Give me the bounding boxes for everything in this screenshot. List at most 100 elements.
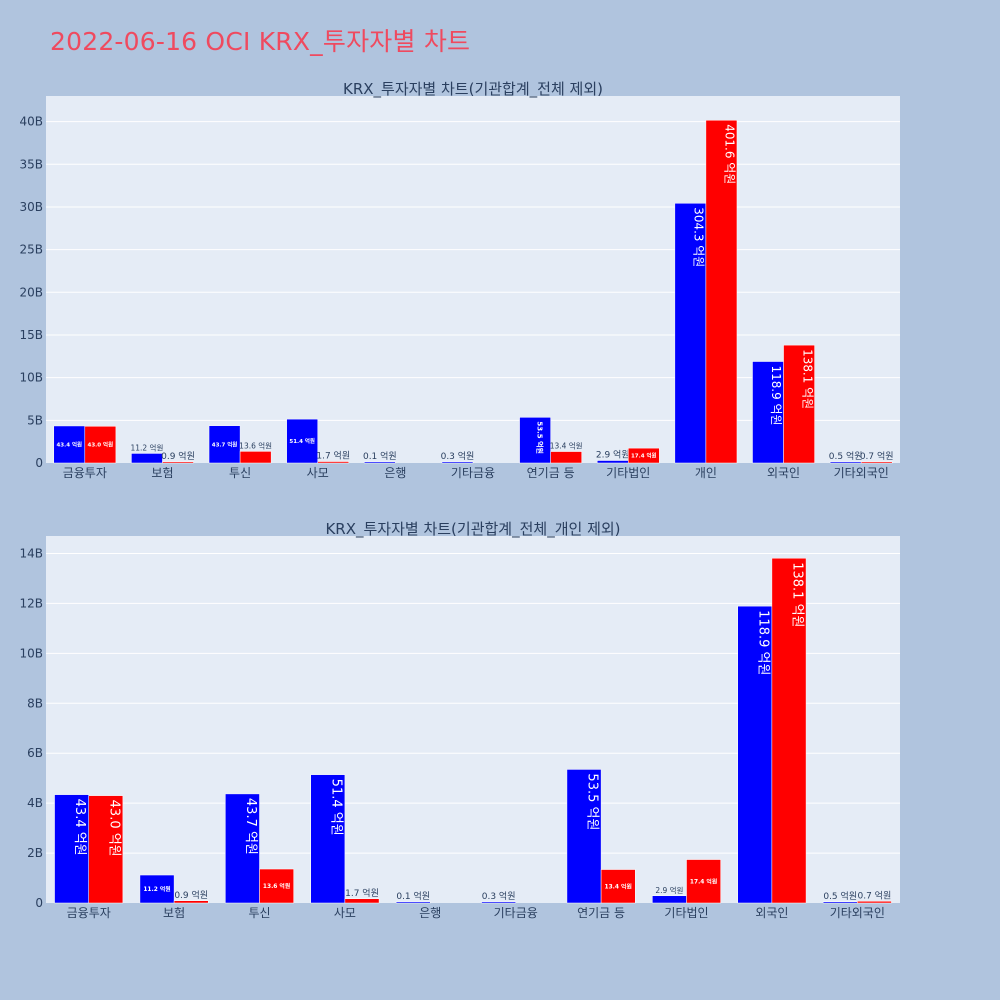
y-tick-label: 15B [19, 328, 43, 342]
y-tick-label: 30B [19, 200, 43, 214]
bar-blue [829, 461, 862, 464]
bar-blue [822, 901, 858, 904]
x-tick-label: 금융투자 [67, 906, 111, 920]
bar-blue [519, 417, 551, 464]
x-tick-label: 기타법인 [664, 906, 708, 920]
bar-red [705, 119, 738, 464]
bar-blue [441, 461, 474, 464]
data-label: 1.7 억원 [316, 450, 350, 462]
data-label: 51.4 억원 [328, 779, 343, 836]
y-tick-label: 20B [19, 285, 43, 299]
y-tick-label: 0 [35, 896, 43, 910]
data-label: 2.9 억원 [596, 449, 630, 461]
bar-red [173, 900, 209, 904]
y-tick-label: 25B [19, 243, 43, 257]
chart-2: 0 2B 4B 6B 8B 10B 12B 14B KRX_투자자별 차트(기관합계_전체_개인… [19, 520, 900, 920]
x-tick-label: 은행 [419, 905, 441, 920]
data-label: 0.9 억원 [161, 450, 195, 462]
y-tick-label: 0 [35, 456, 43, 470]
data-label: 0.1 억원 [396, 890, 430, 902]
data-label: 13.6 억원 [263, 882, 290, 890]
bar-blue [286, 418, 318, 464]
bar-red [857, 901, 892, 904]
bar-red [239, 451, 272, 464]
x-tick-label: 보험 [163, 906, 185, 920]
data-label: 0.1 억원 [363, 450, 397, 462]
data-label: 53.5 억원 [536, 421, 545, 454]
x-tick-label: 개인 [695, 466, 717, 480]
y-tick-label: 10B [19, 646, 43, 660]
data-label: 0.3 억원 [441, 450, 475, 462]
y-tick-label: 35B [19, 157, 43, 171]
data-label: 11.2 억원 [143, 885, 170, 893]
data-label: 0.5 억원 [829, 450, 863, 462]
x-tick-label: 기타법인 [606, 466, 650, 480]
data-label: 13.6 억원 [239, 441, 272, 450]
y-tick-label: 8B [27, 696, 43, 710]
bar-red [344, 898, 380, 904]
y-tick-label: 40B [19, 115, 43, 129]
bar-red [600, 869, 636, 904]
y-tick-label: 2B [27, 846, 43, 860]
bar-blue [364, 461, 396, 464]
bar-red [550, 451, 582, 464]
x-tick-label: 투신 [229, 466, 251, 480]
chart-subtitle: KRX_투자자별 차트(기관합계_전체_개인 제외) [325, 520, 620, 539]
y-tick-label: 14B [19, 546, 43, 560]
bar-blue [566, 769, 602, 904]
data-label: 1.7 억원 [345, 887, 379, 899]
y-tick-label: 4B [27, 796, 43, 810]
data-label: 118.9 억원 [769, 366, 783, 426]
data-label: 43.0 억원 [88, 441, 114, 449]
bar-red [628, 447, 660, 464]
data-label: 13.4 억원 [605, 882, 632, 890]
bar-blue [481, 901, 516, 904]
data-label: 304.3 억원 [692, 207, 706, 267]
y-tick-label: 6B [27, 746, 43, 760]
x-tick-label: 기타금융 [494, 906, 538, 920]
data-label: 0.3 억원 [482, 890, 516, 902]
bar-blue [652, 895, 687, 904]
bar-red [860, 461, 893, 464]
data-label: 43.7 억원 [243, 798, 258, 855]
bar-red [84, 426, 117, 464]
bar-red [771, 557, 807, 904]
page-title: 2022-06-16 OCI KRX_투자자별 차트 [50, 27, 471, 56]
x-tick-label: 연기금 등 [527, 466, 575, 480]
bar-red [783, 344, 815, 464]
data-label: 11.2 억원 [130, 443, 163, 452]
y-tick-label: 10B [19, 371, 43, 385]
data-label: 43.7 억원 [212, 440, 238, 448]
bar-red [162, 461, 194, 464]
x-tick-label: 연기금 등 [577, 906, 625, 920]
bar-blue [225, 793, 260, 904]
data-label: 51.4 억원 [289, 437, 315, 445]
chart-subtitle: KRX_투자자별 차트(기관합계_전체 제외) [343, 80, 603, 99]
bar-blue [596, 460, 629, 464]
x-tick-label: 사모 [334, 906, 356, 920]
data-label: 43.0 억원 [106, 800, 121, 857]
data-label: 2.9 억원 [655, 886, 683, 895]
bar-blue [131, 453, 163, 464]
data-label: 13.4 억원 [550, 442, 583, 451]
data-label: 0.7 억원 [860, 450, 894, 462]
data-label: 43.4 억원 [72, 799, 87, 856]
data-label: 0.7 억원 [858, 889, 892, 901]
x-tick-label: 기타외국인 [830, 906, 885, 920]
y-tick-label: 5B [27, 413, 43, 427]
data-label: 17.4 억원 [690, 877, 717, 885]
bar-red [686, 859, 721, 904]
data-label: 0.9 억원 [174, 889, 208, 901]
y-tick-label: 12B [19, 596, 43, 610]
x-tick-label: 기타외국인 [834, 466, 889, 480]
bar-red [88, 795, 124, 904]
x-tick-label: 사모 [307, 466, 329, 480]
chart-1: 0 5B 10B 15B 20B 25B 30B 35B 40B KRX_투자자별 차트(기관합계… [19, 80, 900, 480]
data-label: 43.4 억원 [56, 440, 82, 448]
x-tick-label: 보험 [151, 466, 173, 480]
x-tick-label: 은행 [384, 465, 406, 480]
data-label: 401.6 억원 [723, 124, 737, 184]
bar-red [259, 868, 294, 904]
x-tick-label: 기타금융 [451, 466, 495, 480]
